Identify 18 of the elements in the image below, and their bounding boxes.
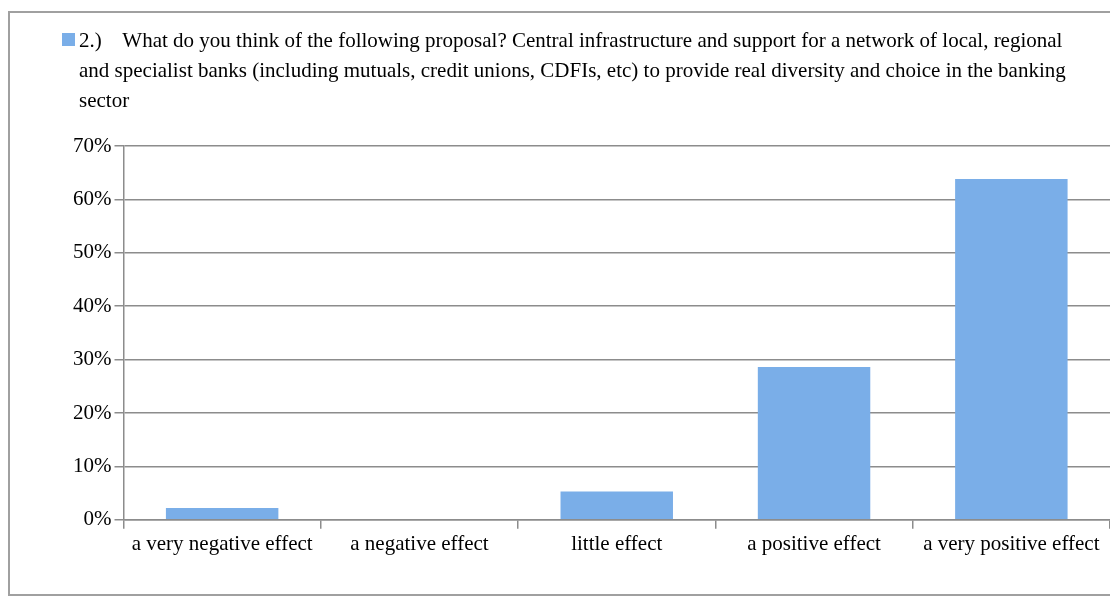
bar bbox=[560, 491, 673, 520]
bar bbox=[955, 179, 1068, 520]
y-tick-label: 20% bbox=[72, 399, 112, 424]
y-tick-label: 40% bbox=[72, 292, 112, 317]
x-tick-label: a positive effect bbox=[747, 530, 882, 555]
bar bbox=[757, 367, 871, 520]
y-tick-label: 30% bbox=[72, 346, 112, 371]
y-tick-label: 70% bbox=[72, 132, 112, 157]
y-tick-label: 0% bbox=[83, 506, 112, 531]
x-tick-label: a very positive effect bbox=[923, 530, 1100, 555]
bar bbox=[165, 508, 279, 520]
x-tick-label: a negative effect bbox=[350, 530, 489, 555]
y-tick-label: 60% bbox=[72, 185, 112, 210]
y-tick-label: 50% bbox=[72, 239, 112, 264]
x-tick-label: little effect bbox=[571, 530, 663, 555]
y-tick-label: 10% bbox=[72, 452, 112, 477]
x-tick-label: a very negative effect bbox=[131, 530, 313, 555]
legend-label: 2.) What do you think of the following proposal? Central infrastructure and support for a network of local, regional and specialist banks (including mutuals, credit unions, CDFIs, etc) to provide real diversity and choice in the banking sector bbox=[79, 27, 1067, 114]
